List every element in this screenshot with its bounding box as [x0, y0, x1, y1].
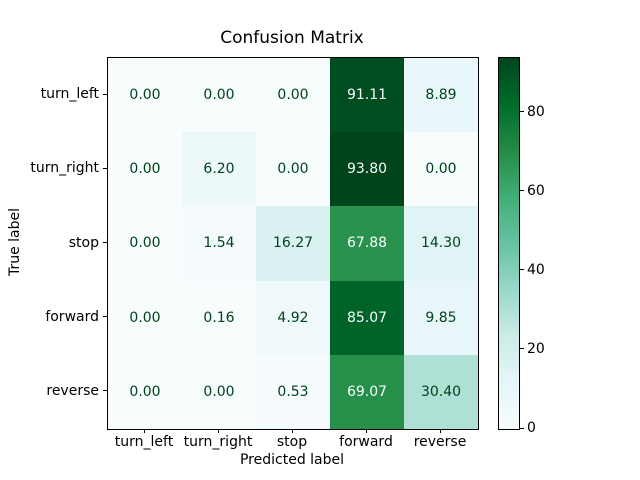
cell-value: 6.20 — [203, 161, 235, 178]
cell-value: 16.27 — [272, 235, 314, 252]
heatmap-cell-stop-forward: 67.88 — [330, 206, 404, 281]
heatmap-cell-reverse-stop: 0.53 — [256, 354, 330, 429]
tick-mark — [365, 429, 367, 433]
cell-value: 0.00 — [425, 161, 457, 178]
heatmap-cell-forward-forward: 85.07 — [330, 280, 404, 355]
cell-value: 85.07 — [346, 309, 388, 326]
heatmap-cell-turn_right-turn_right: 6.20 — [182, 132, 256, 207]
cell-value: 93.80 — [346, 161, 388, 178]
cell-value: 69.07 — [346, 383, 388, 400]
cell-value: 0.00 — [203, 87, 235, 104]
y-tick-label-stop: stop — [68, 234, 99, 251]
tick-mark — [217, 429, 219, 433]
y-tick-label-reverse: reverse — [46, 382, 99, 399]
x-tick-label-reverse: reverse — [413, 434, 467, 450]
x-tick-label-turn_left: turn_left — [114, 434, 174, 450]
cell-value: 0.00 — [129, 309, 161, 326]
cell-value: 1.54 — [203, 235, 235, 252]
cell-value: 91.11 — [346, 87, 388, 104]
cell-value: 0.53 — [277, 383, 309, 400]
heatmap-cell-forward-turn_left: 0.00 — [108, 280, 182, 355]
heatmap-cell-stop-turn_right: 1.54 — [182, 206, 256, 281]
cell-value: 9.85 — [425, 309, 457, 326]
colorbar — [498, 57, 520, 430]
heatmap-cell-turn_left-stop: 0.00 — [256, 58, 330, 133]
y-tick-label-turn_left: turn_left — [40, 86, 99, 103]
cell-value: 0.00 — [277, 87, 309, 104]
cell-value: 0.00 — [277, 161, 309, 178]
chart-title: Confusion Matrix — [220, 28, 364, 48]
tick-mark — [520, 111, 524, 113]
tick-mark — [439, 429, 441, 433]
heatmap-cell-reverse-turn_left: 0.00 — [108, 354, 182, 429]
tick-mark — [520, 427, 524, 429]
heatmap-cell-stop-reverse: 14.30 — [404, 206, 478, 281]
y-axis-label: True label — [7, 207, 23, 277]
tick-mark — [520, 190, 524, 192]
colorbar-tick-label-80: 80 — [527, 103, 545, 120]
colorbar-tick-label-60: 60 — [527, 182, 545, 199]
tick-mark — [520, 348, 524, 350]
tick-mark — [103, 93, 107, 95]
cell-value: 0.00 — [129, 383, 161, 400]
colorbar-tick-label-20: 20 — [527, 340, 545, 357]
cell-value: 0.00 — [129, 161, 161, 178]
heatmap-cell-turn_left-turn_right: 0.00 — [182, 58, 256, 133]
tick-mark — [103, 316, 107, 318]
colorbar-tick-label-40: 40 — [527, 261, 545, 278]
x-axis-label: Predicted label — [239, 452, 345, 468]
heatmap-cell-turn_right-stop: 0.00 — [256, 132, 330, 207]
heatmap-cell-forward-turn_right: 0.16 — [182, 280, 256, 355]
y-tick-label-forward: forward — [45, 308, 99, 325]
cell-value: 30.40 — [420, 383, 462, 400]
cell-value: 0.00 — [129, 235, 161, 252]
cell-value: 0.00 — [129, 87, 161, 104]
heatmap-cell-turn_left-turn_left: 0.00 — [108, 58, 182, 133]
x-tick-label-forward: forward — [339, 434, 393, 450]
cell-value: 4.92 — [277, 309, 309, 326]
heatmap-cell-turn_right-turn_left: 0.00 — [108, 132, 182, 207]
cell-value: 0.16 — [203, 309, 235, 326]
cell-value: 67.88 — [346, 235, 388, 252]
heatmap-cell-turn_left-reverse: 8.89 — [404, 58, 478, 133]
x-tick-label-turn_right: turn_right — [183, 434, 253, 450]
heatmap-grid: 0.00 0.00 0.00 91.11 8.89 0.00 6.20 0.00 93.80 0.… — [107, 57, 479, 430]
heatmap-cell-forward-stop: 4.92 — [256, 280, 330, 355]
heatmap-cell-reverse-turn_right: 0.00 — [182, 354, 256, 429]
tick-mark — [103, 242, 107, 243]
heatmap-cell-reverse-reverse: 30.40 — [404, 354, 478, 429]
heatmap-cell-stop-turn_left: 0.00 — [108, 206, 182, 281]
x-tick-label-stop: stop — [276, 434, 308, 450]
colorbar-tick-label-0: 0 — [527, 420, 536, 436]
heatmap-cell-forward-reverse: 9.85 — [404, 280, 478, 355]
heatmap-cell-turn_right-forward: 93.80 — [330, 132, 404, 207]
cell-value: 0.00 — [203, 383, 235, 400]
tick-mark — [291, 429, 293, 433]
heatmap-cell-turn_left-forward: 91.11 — [330, 58, 404, 133]
cell-value: 8.89 — [425, 87, 457, 104]
heatmap-cell-reverse-forward: 69.07 — [330, 354, 404, 429]
heatmap-cell-stop-stop: 16.27 — [256, 206, 330, 281]
tick-mark — [143, 429, 145, 433]
tick-mark — [103, 390, 107, 392]
y-tick-label-turn_right: turn_right — [30, 160, 99, 177]
tick-mark — [520, 269, 524, 271]
cell-value: 14.30 — [420, 235, 462, 252]
tick-mark — [103, 167, 107, 169]
heatmap-cell-turn_right-reverse: 0.00 — [404, 132, 478, 207]
